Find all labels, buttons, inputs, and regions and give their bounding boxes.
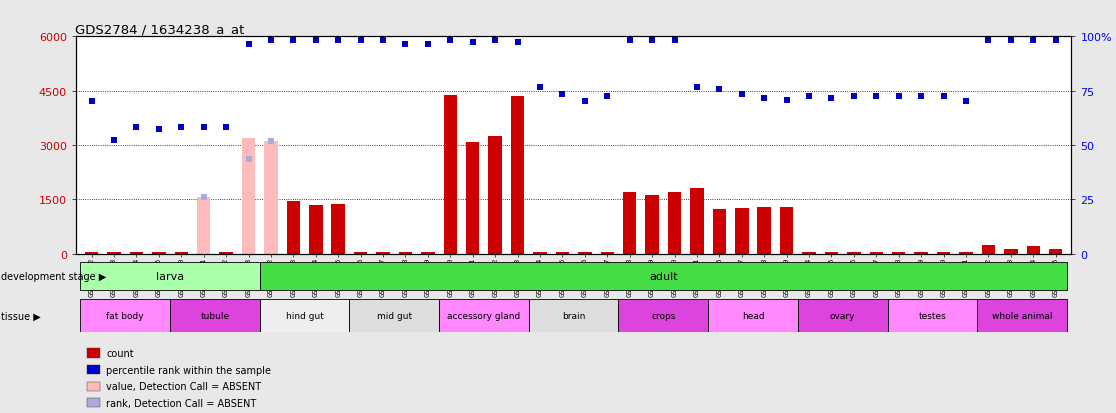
Bar	[264, 142, 278, 254]
Bar	[600, 252, 614, 254]
Bar	[533, 252, 547, 254]
Bar	[623, 192, 636, 254]
Bar	[1027, 246, 1040, 254]
Text: development stage ▶: development stage ▶	[1, 271, 106, 281]
Bar	[556, 252, 569, 254]
Bar	[960, 252, 973, 254]
Text: tissue ▶: tissue ▶	[1, 311, 41, 320]
Text: value, Detection Call = ABSENT: value, Detection Call = ABSENT	[106, 381, 261, 391]
Bar	[847, 252, 860, 254]
Text: testes: testes	[918, 311, 946, 320]
Bar	[376, 252, 389, 254]
Bar	[170, 299, 260, 332]
Bar	[618, 299, 709, 332]
Bar	[914, 252, 927, 254]
Bar	[802, 252, 816, 254]
Bar	[260, 299, 349, 332]
Bar	[780, 207, 793, 254]
Bar	[264, 204, 278, 254]
Bar	[1004, 249, 1018, 254]
Bar	[735, 208, 749, 254]
Text: adult: adult	[650, 271, 677, 281]
Text: mid gut: mid gut	[377, 311, 412, 320]
Bar	[466, 143, 480, 254]
Bar	[152, 252, 165, 254]
Bar	[869, 252, 883, 254]
Bar	[439, 299, 529, 332]
Bar	[1049, 249, 1062, 254]
Bar	[887, 299, 978, 332]
Bar	[398, 252, 412, 254]
Bar	[982, 245, 995, 254]
Bar	[220, 252, 233, 254]
Text: ovary: ovary	[830, 311, 856, 320]
Bar	[489, 137, 502, 254]
Bar	[196, 252, 211, 254]
Bar	[349, 299, 439, 332]
Bar	[758, 208, 771, 254]
Bar	[690, 188, 704, 254]
Bar	[287, 201, 300, 254]
Text: tubule: tubule	[201, 311, 230, 320]
Bar	[309, 206, 323, 254]
Bar	[174, 252, 187, 254]
Text: count: count	[106, 348, 134, 358]
Text: crops: crops	[651, 311, 675, 320]
Bar	[80, 299, 170, 332]
Bar	[978, 299, 1067, 332]
Bar	[196, 198, 211, 254]
Text: rank, Detection Call = ABSENT: rank, Detection Call = ABSENT	[106, 398, 257, 408]
Text: hind gut: hind gut	[286, 311, 324, 320]
Text: accessory gland: accessory gland	[448, 311, 520, 320]
Text: fat body: fat body	[106, 311, 144, 320]
Bar	[242, 252, 256, 254]
Bar	[421, 252, 434, 254]
Bar	[713, 209, 727, 254]
Bar	[242, 138, 256, 254]
Text: whole animal: whole animal	[992, 311, 1052, 320]
Bar	[260, 262, 1067, 291]
Bar	[825, 252, 838, 254]
Bar	[709, 299, 798, 332]
Bar	[443, 96, 458, 254]
Bar	[936, 252, 951, 254]
Bar	[645, 195, 658, 254]
Bar	[511, 97, 525, 254]
Bar	[578, 252, 591, 254]
Text: GDS2784 / 1634238_a_at: GDS2784 / 1634238_a_at	[75, 23, 244, 36]
Text: brain: brain	[562, 311, 585, 320]
Bar	[331, 204, 345, 254]
Bar	[107, 252, 121, 254]
Bar	[798, 299, 887, 332]
Bar	[667, 192, 681, 254]
Bar	[529, 299, 618, 332]
Bar	[129, 252, 143, 254]
Bar	[354, 252, 367, 254]
Bar	[85, 252, 98, 254]
Bar	[80, 262, 260, 291]
Text: larva: larva	[156, 271, 184, 281]
Text: head: head	[742, 311, 764, 320]
Text: percentile rank within the sample: percentile rank within the sample	[106, 365, 271, 375]
Bar	[892, 252, 905, 254]
